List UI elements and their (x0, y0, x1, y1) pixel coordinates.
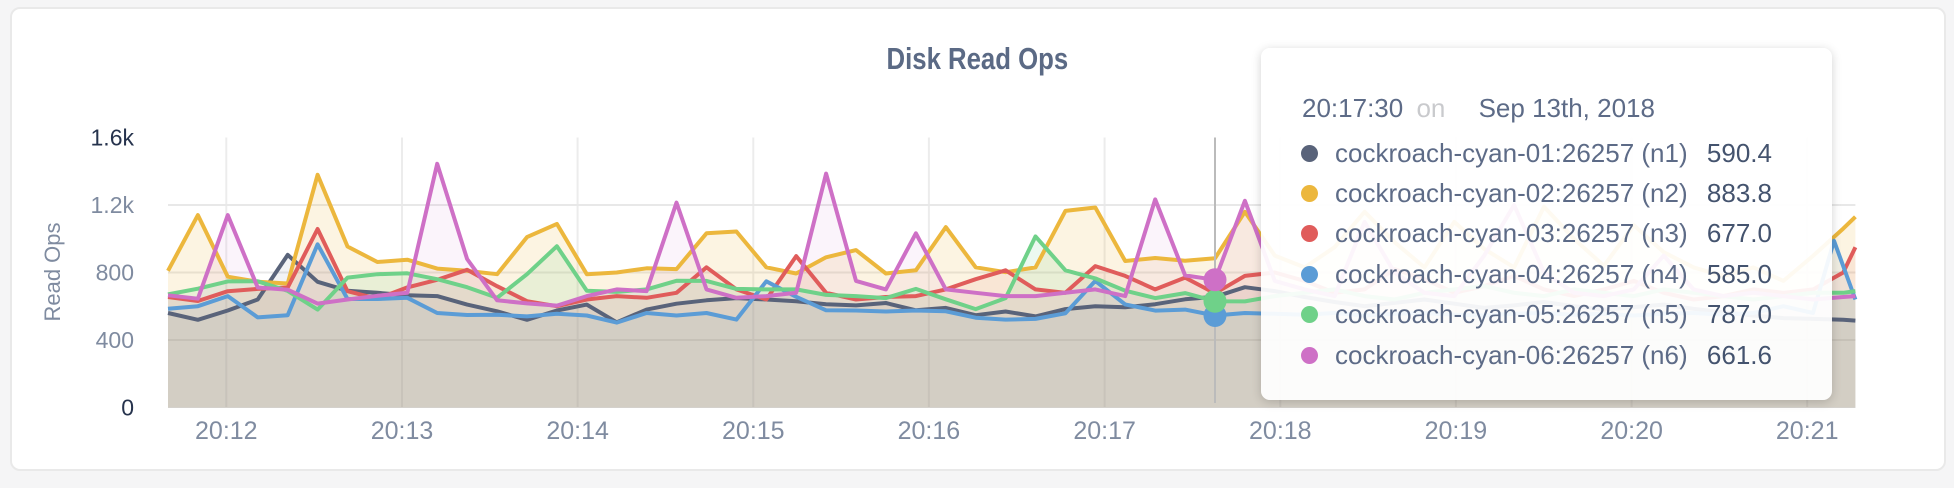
svg-text:800: 800 (96, 260, 134, 286)
svg-text:20:15: 20:15 (722, 417, 785, 445)
svg-text:20:20: 20:20 (1600, 417, 1663, 445)
svg-text:0: 0 (121, 395, 134, 421)
svg-text:20:14: 20:14 (546, 417, 609, 445)
svg-text:20:13: 20:13 (371, 417, 434, 445)
svg-text:20:19: 20:19 (1425, 417, 1488, 445)
svg-text:Read Ops: Read Ops (40, 222, 65, 321)
svg-text:20:16: 20:16 (898, 417, 961, 445)
svg-text:20:18: 20:18 (1249, 417, 1312, 445)
svg-text:1.6k: 1.6k (91, 125, 135, 151)
svg-text:20:12: 20:12 (195, 417, 258, 445)
svg-text:1.2k: 1.2k (91, 192, 135, 218)
svg-text:20:21: 20:21 (1776, 417, 1839, 445)
svg-text:20:17: 20:17 (1073, 417, 1136, 445)
svg-text:400: 400 (96, 327, 134, 353)
